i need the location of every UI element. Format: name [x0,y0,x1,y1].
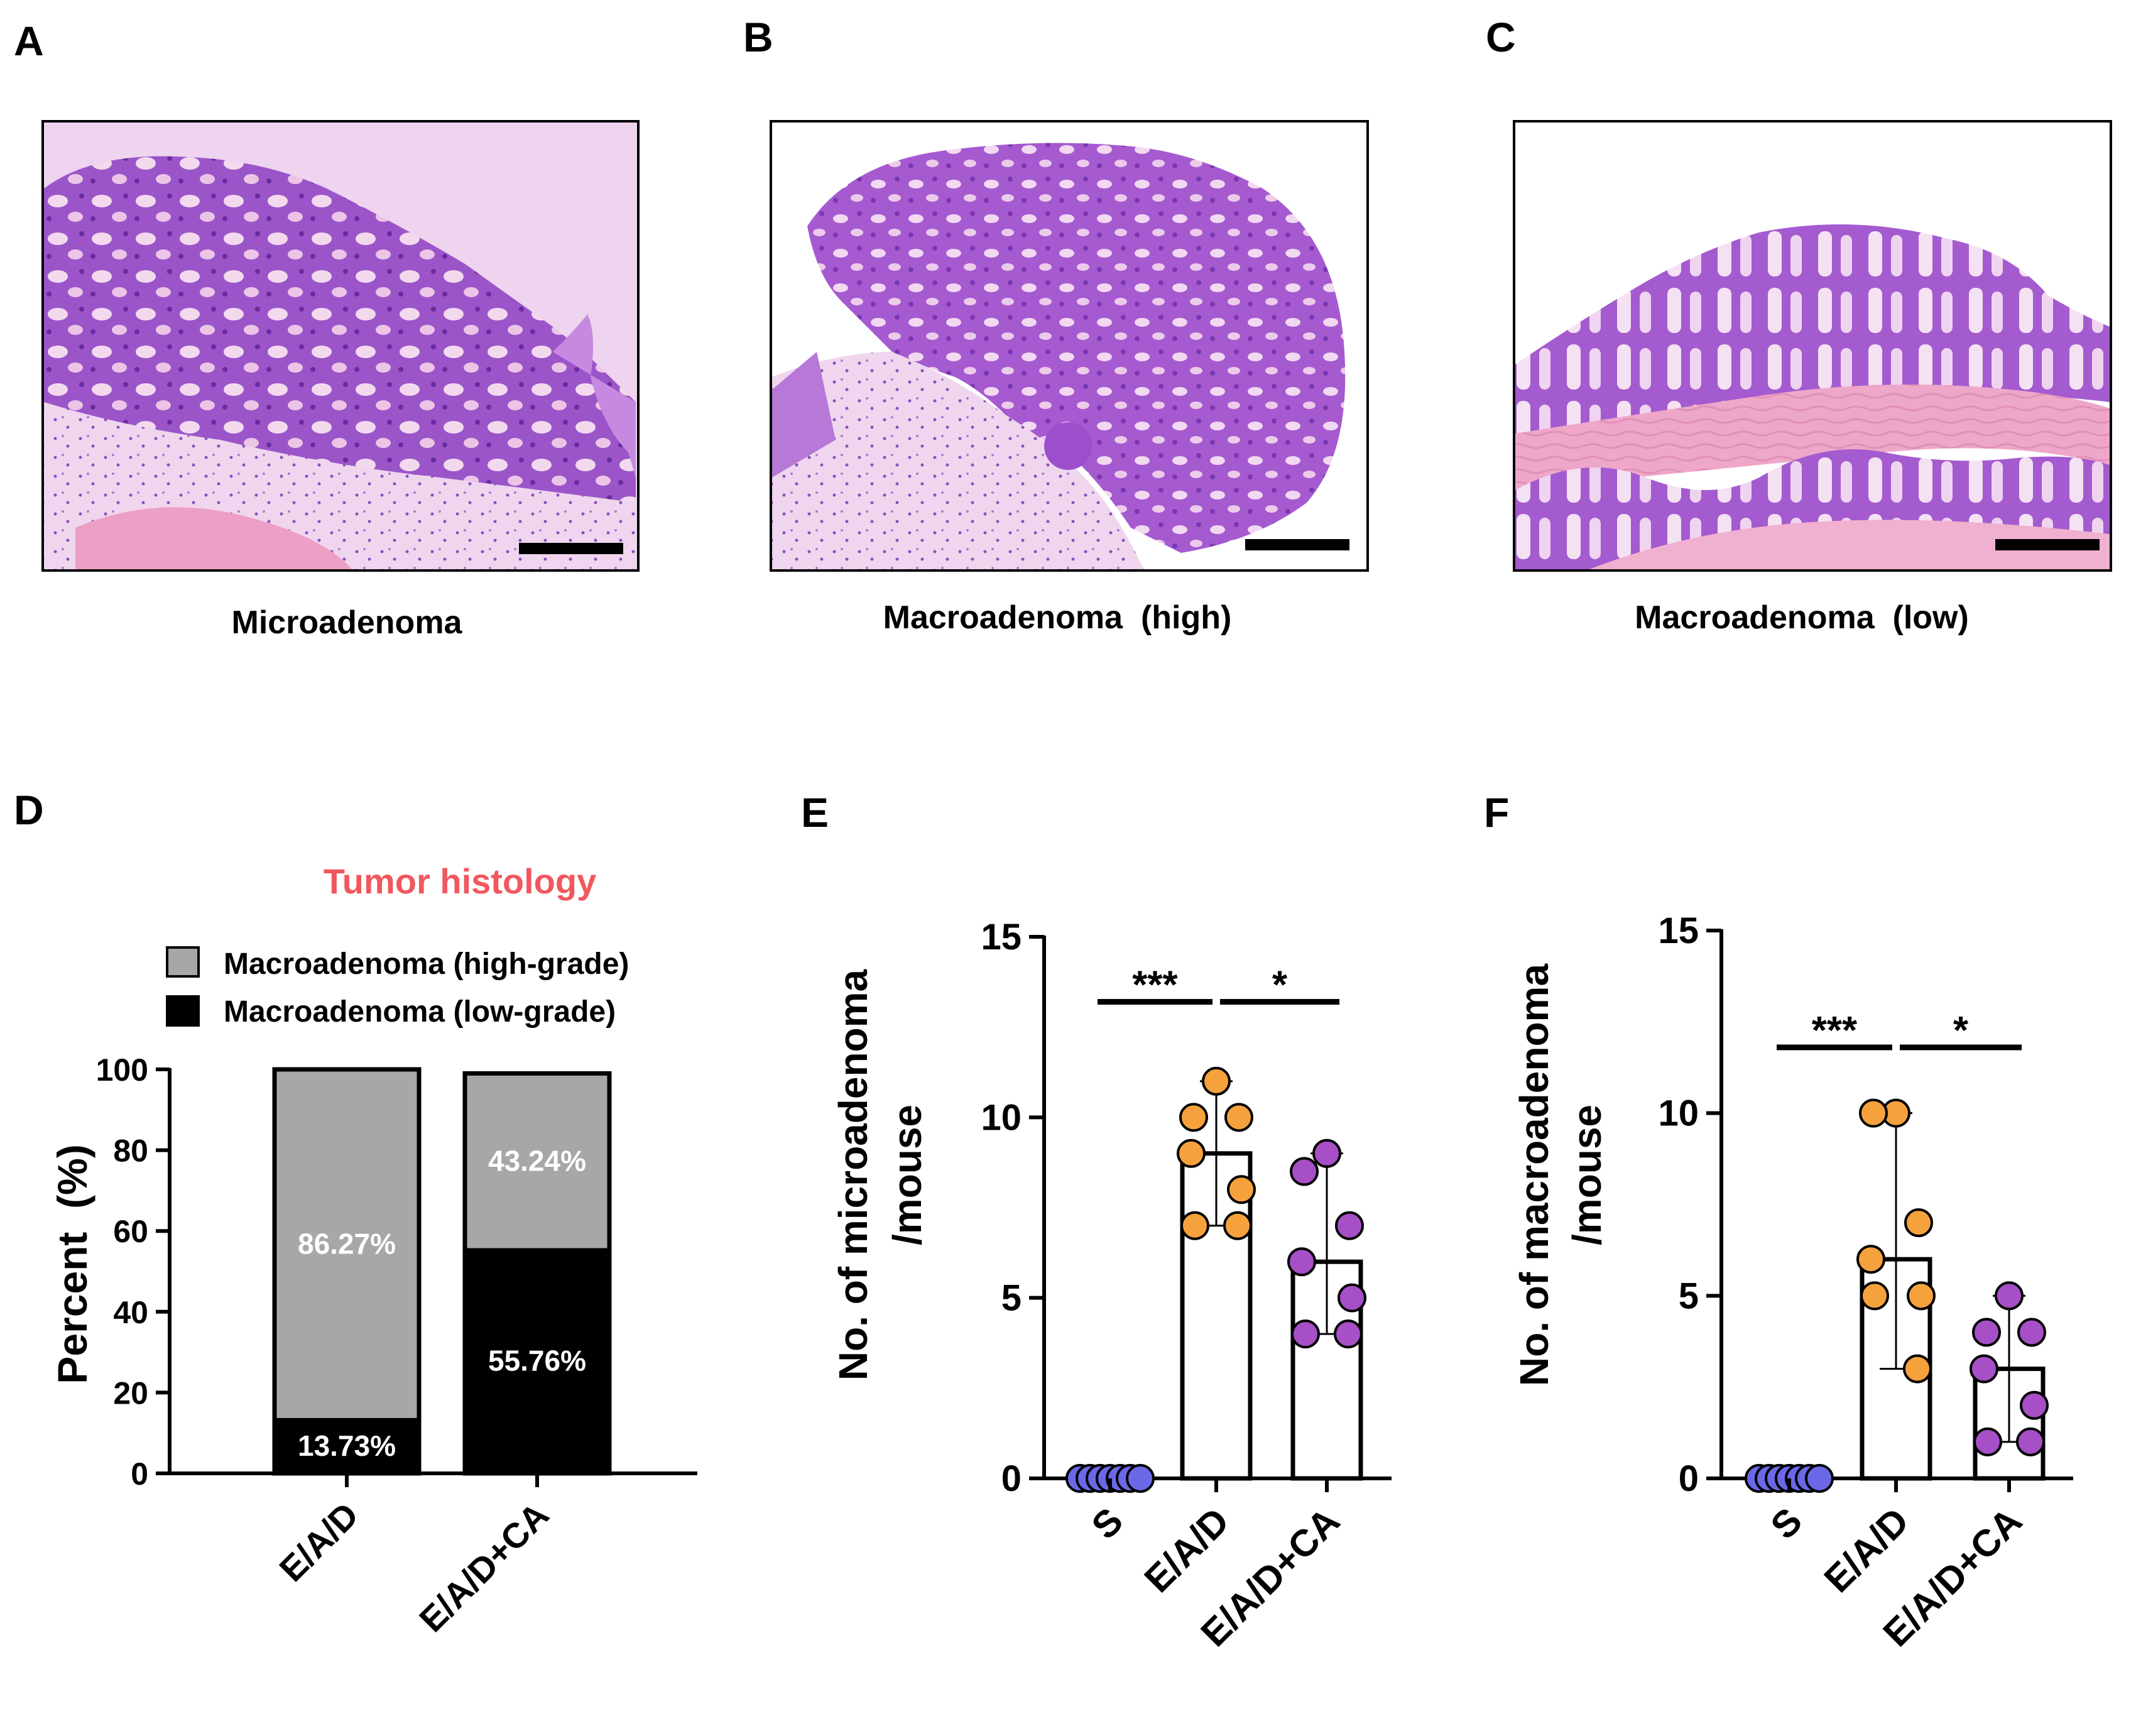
data-point [1202,1066,1231,1096]
data-point [1334,1319,1363,1349]
x-tick-label: S [1084,1500,1131,1548]
data-point [1973,1427,2002,1456]
caption-microadenoma: Microadenoma [232,604,463,641]
micrograph-c [1513,120,2112,572]
data-point [1970,1354,1998,1384]
y-tick-label: 5 [1679,1275,1699,1316]
micrograph-a [41,120,640,572]
chart-f-ylabel-line1: No. of macroadenoma [1512,964,1557,1387]
y-tick-label: 5 [1001,1278,1022,1319]
data-label: 13.73% [298,1429,396,1462]
panel-letter-c: C [1486,14,1516,60]
chart-d-title: Tumor histology [324,861,597,901]
bar-segment-high-grade [465,1073,609,1248]
significance-label: *** [1812,1009,1858,1052]
caption-macroadenoma-low: Macroadenoma (low) [1635,599,1969,636]
panel-letter-d: D [14,787,44,833]
x-tick-label: S [1763,1500,1811,1548]
y-tick-label: 100 [96,1052,148,1088]
data-label: 43.24% [488,1144,586,1177]
chart-e-ylabel-line2: /mouse [885,1105,930,1245]
chart-e-ylabel-line1: No. of microadenoma [831,969,876,1380]
data-point [1903,1354,1932,1384]
x-tick-label: E/A/D+CA [411,1495,556,1639]
y-tick-label: 10 [1658,1093,1699,1134]
data-point [1972,1318,2001,1347]
y-tick-label: 40 [113,1295,148,1330]
significance-label: * [1272,963,1288,1007]
panel-letter-e: E [801,789,829,836]
panel-letter-b: B [743,14,773,60]
data-point [1287,1247,1316,1277]
legend-label-low-grade: Macroadenoma (low-grade) [224,995,616,1029]
y-tick-label: 0 [131,1456,148,1492]
y-tick-label: 80 [113,1133,148,1169]
y-tick-label: 60 [113,1214,148,1249]
data-point [1180,1211,1209,1240]
y-tick-label: 15 [981,917,1022,958]
data-point [1995,1281,2024,1311]
data-point [1177,1138,1206,1168]
data-point [1290,1157,1319,1186]
chart-d-ylabel: Percent (%) [49,1144,95,1384]
data-point [1179,1103,1208,1132]
data-point [1805,1464,1834,1493]
data-point [1907,1281,1936,1311]
x-tick-label: E/A/D [1136,1500,1238,1601]
data-point [1223,1211,1252,1240]
data-point [1312,1138,1341,1168]
significance-label: * [1953,1009,1969,1052]
data-point [2017,1318,2046,1347]
bar-segment-high-grade [275,1069,419,1418]
data-point [1227,1175,1256,1204]
y-tick-label: 0 [1679,1458,1699,1499]
data-point [1859,1098,1888,1128]
x-tick-label: E/A/D [1816,1500,1917,1601]
y-tick-label: 0 [1001,1458,1022,1499]
y-tick-label: 15 [1658,910,1699,951]
data-label: 55.76% [488,1345,586,1377]
chart-f-ylabel-line2: /mouse [1564,1105,1610,1245]
caption-macroadenoma-high: Macroadenoma (high) [883,599,1232,636]
significance-label: *** [1132,963,1178,1007]
legend-swatch-low-grade [166,995,200,1027]
data-label: 86.27% [298,1227,396,1260]
y-tick-label: 10 [981,1097,1022,1138]
data-point [1856,1245,1885,1274]
y-tick-label: 20 [113,1375,148,1411]
data-point [1291,1319,1320,1349]
data-point [2016,1427,2045,1456]
chart-d-tumor-histology: Tumor histology Macroadenoma (high-grade… [49,861,697,1639]
data-point [1860,1281,1889,1311]
data-point [1335,1211,1364,1240]
bar-segment-low-grade [275,1417,419,1473]
data-point [1126,1464,1155,1493]
data-point [2020,1390,2049,1420]
data-point [1904,1208,1933,1238]
data-point [1224,1103,1253,1132]
legend-label-high-grade: Macroadenoma (high-grade) [224,947,629,981]
panel-letter-f: F [1484,789,1509,836]
micrograph-b [770,120,1369,572]
data-point [1338,1283,1366,1313]
x-tick-label: E/A/D [271,1495,366,1589]
bar-segment-low-grade [465,1248,609,1473]
panel-letter-a: A [14,18,44,64]
legend-swatch-high-grade [166,946,200,978]
